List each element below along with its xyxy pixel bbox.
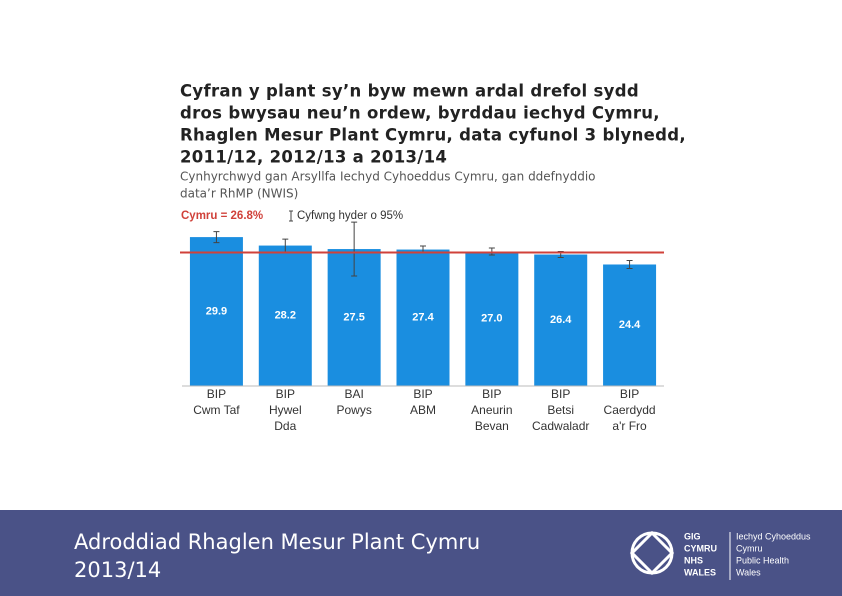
x-tick-label: Caerdydd xyxy=(604,403,656,417)
chart-title: Cyfran y plant sy’n byw mewn ardal drefo… xyxy=(180,82,639,101)
x-tick-label: BIP xyxy=(413,387,432,401)
chart-subtitle: data’r RhMP (NWIS) xyxy=(180,187,298,201)
x-tick-label: Dda xyxy=(274,419,296,433)
value-label: 24.4 xyxy=(619,319,641,331)
logo-text: WALES xyxy=(684,567,716,577)
bar xyxy=(534,254,588,386)
x-tick-label: a'r Fro xyxy=(612,419,647,433)
bar xyxy=(396,249,450,386)
x-tick-label: Betsi xyxy=(547,403,574,417)
x-tick-label: Powys xyxy=(336,403,371,417)
x-tick-label: Cwm Taf xyxy=(193,403,240,417)
logo-icon xyxy=(629,530,675,576)
value-label: 29.9 xyxy=(206,305,227,317)
error-bar xyxy=(213,231,220,244)
legend-icon xyxy=(289,210,293,222)
chart-subtitle: Cynhyrchwyd gan Arsyllfa Iechyd Cyhoeddu… xyxy=(180,170,596,184)
logo-text: Iechyd Cyhoeddus xyxy=(736,531,811,541)
chart-title: Rhaglen Mesur Plant Cymru, data cyfunol … xyxy=(180,126,686,145)
error-bar xyxy=(351,221,358,277)
bar xyxy=(603,264,657,386)
x-tick-label: BIP xyxy=(276,387,295,401)
value-label: 28.2 xyxy=(275,310,296,322)
legend-label: Cyfwng hyder o 95% xyxy=(297,210,403,222)
bar xyxy=(258,245,312,386)
footer-title: 2013/14 xyxy=(74,558,161,582)
logo-text: Wales xyxy=(736,567,761,577)
chart-title: 2011/12, 2012/13 a 2013/14 xyxy=(180,148,447,167)
reference-label: Cymru = 26.8% xyxy=(181,210,263,222)
logo-text: CYMRU xyxy=(684,543,717,553)
x-tick-label: Aneurin xyxy=(471,403,512,417)
logo-text: Cymru xyxy=(736,543,763,553)
x-tick-label: BIP xyxy=(207,387,226,401)
logo-text: NHS xyxy=(684,555,703,565)
x-tick-label: ABM xyxy=(410,403,436,417)
value-label: 27.0 xyxy=(481,313,502,325)
x-tick-label: Cadwaladr xyxy=(532,419,589,433)
footer-title: Adroddiad Rhaglen Mesur Plant Cymru xyxy=(74,530,480,554)
value-label: 27.5 xyxy=(343,311,364,323)
chart-title: dros bwysau neu’n ordew, byrddau iechyd … xyxy=(180,104,660,123)
bar xyxy=(189,237,243,386)
x-tick-label: BIP xyxy=(482,387,501,401)
x-tick-label: BIP xyxy=(620,387,639,401)
x-tick-label: Bevan xyxy=(475,419,509,433)
logo-text: GIG xyxy=(684,531,701,541)
x-tick-label: BIP xyxy=(551,387,570,401)
footer-band xyxy=(0,510,842,596)
logo-text: Public Health xyxy=(736,555,789,565)
bar xyxy=(465,251,519,386)
value-label: 26.4 xyxy=(550,314,572,326)
value-label: 27.4 xyxy=(412,312,434,324)
x-tick-label: Hywel xyxy=(269,403,302,417)
error-bar xyxy=(626,260,633,269)
x-tick-label: BAI xyxy=(344,387,363,401)
